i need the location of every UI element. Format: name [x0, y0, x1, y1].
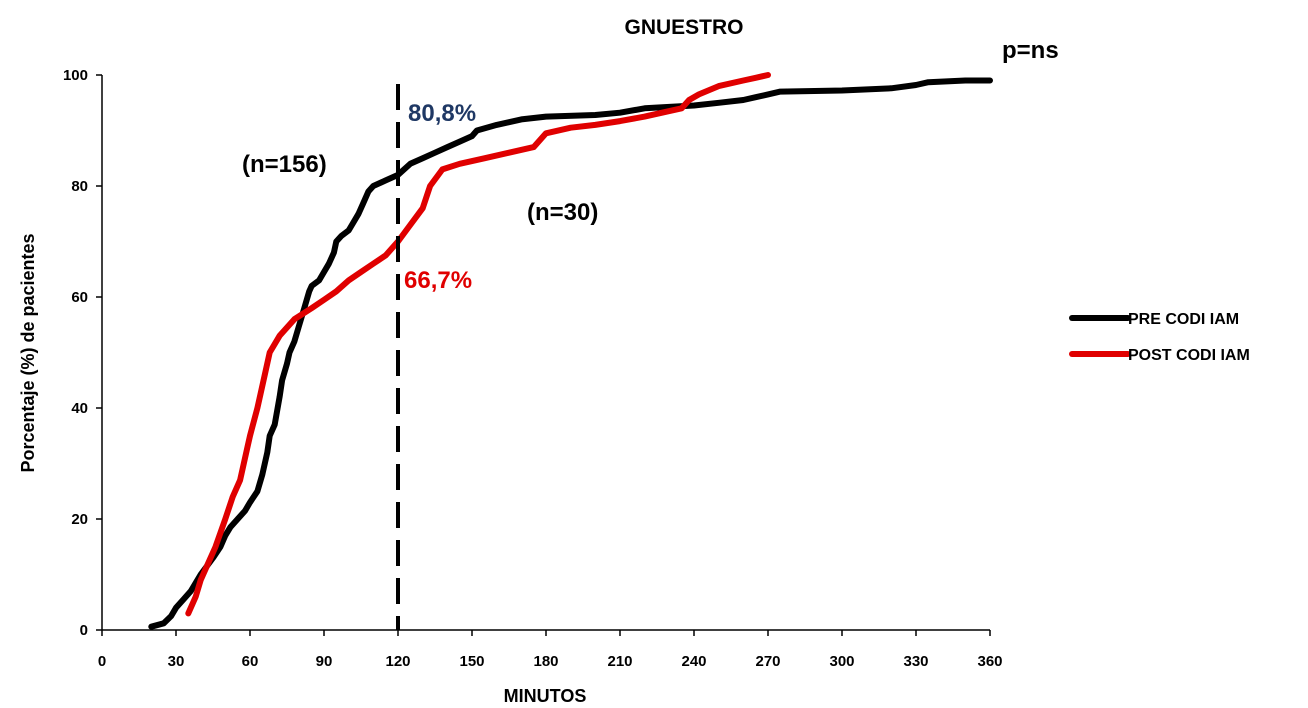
- x-tick-label: 0: [98, 653, 106, 670]
- x-axis-title: MINUTOS: [504, 686, 587, 706]
- x-tick-label: 330: [903, 653, 928, 670]
- x-tick-label: 240: [681, 653, 706, 670]
- x-tick-label: 150: [459, 653, 484, 670]
- x-tick-label: 180: [533, 653, 558, 670]
- n-pre-annotation: (n=156): [242, 151, 327, 178]
- y-tick-label: 20: [71, 511, 88, 528]
- y-tick-label: 40: [71, 400, 88, 417]
- x-tick-label: 300: [829, 653, 854, 670]
- x-axis: 0 30 60 90 120 150 180 210 240 270 300 330 360: [98, 629, 1003, 670]
- x-tick-label: 360: [977, 653, 1002, 670]
- series-line-1: [185, 72, 771, 617]
- series-group: [148, 72, 993, 630]
- x-tick-label: 60: [242, 653, 259, 670]
- x-tick-label: 90: [316, 653, 333, 670]
- pct-post-annotation: 66,7%: [404, 267, 472, 294]
- legend-label-1: POST CODI IAM: [1128, 347, 1250, 364]
- y-tick-label: 100: [63, 67, 88, 84]
- y-tick-label: 60: [71, 289, 88, 306]
- n-post-annotation: (n=30): [527, 199, 598, 226]
- x-tick-label: 210: [607, 653, 632, 670]
- pvalue-annotation: p=ns: [1002, 37, 1059, 64]
- x-tick-label: 270: [755, 653, 780, 670]
- legend-label-0: PRE CODI IAM: [1128, 311, 1239, 328]
- x-tick-label: 30: [168, 653, 185, 670]
- pct-pre-annotation: 80,8%: [408, 100, 476, 127]
- y-tick-label: 80: [71, 178, 88, 195]
- y-tick-label: 0: [80, 622, 88, 639]
- y-axis: 0 20 40 60 80 100: [63, 67, 103, 639]
- legend: PRE CODI IAM POST CODI IAM: [1069, 311, 1250, 364]
- y-axis-title: Porcentaje (%) de pacientes: [18, 233, 38, 472]
- x-tick-label: 120: [385, 653, 410, 670]
- chart-title: GNUESTRO: [624, 16, 743, 39]
